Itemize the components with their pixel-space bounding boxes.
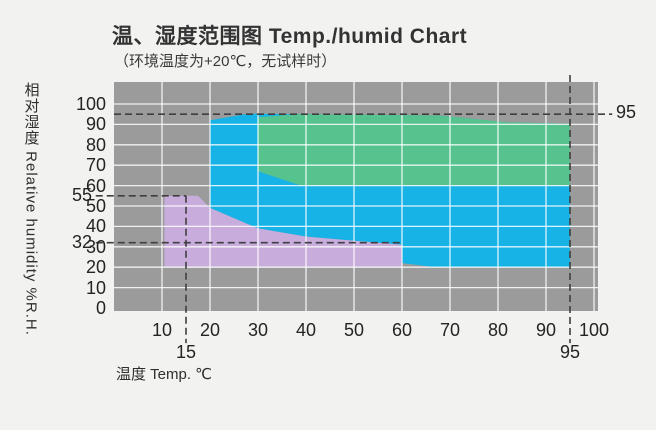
y-tick-label: 40 [85,216,106,237]
x-axis-title: 温度 Temp. ℃ [116,366,213,383]
ref-label-55-rh: 55 [71,184,92,205]
chart-title: 温、湿度范围图 Temp./humid Chart [112,25,468,48]
ref-label-95-temp: 95 [559,342,581,362]
y-tick-label: 0 [95,298,106,318]
y-tick-label: 50 [85,196,106,216]
y-tick-label: 30 [85,236,106,257]
ref-label-95-rh: 95 [616,102,637,123]
x-tick-label: 20 [199,320,221,340]
x-tick-label: 40 [295,320,317,340]
ref-label-32-rh: 32 [71,231,92,252]
x-tick-label: 50 [343,320,365,340]
x-tick-label: 30 [247,320,269,340]
region-high-humidity-range [258,114,570,186]
y-tick-label: 90 [85,114,106,135]
chart-subtitle: （环境温度为+20℃，无试样时） [114,53,337,70]
y-axis-title: 相对湿度 Relative humidity %R.H. [22,82,40,336]
region-low-humidity-range [164,195,402,268]
y-tick-label: 100 [75,94,106,114]
y-tick-label: 10 [85,277,106,298]
y-tick-label: 20 [85,257,106,278]
x-tick-label: 10 [151,320,173,340]
x-tick-label: 80 [487,320,509,340]
x-tick-label: 70 [439,320,461,340]
ref-label-15-temp: 15 [175,342,197,362]
y-tick-label: 80 [85,134,106,155]
y-tick-label: 60 [85,175,106,196]
x-tick-label: 90 [535,320,557,340]
y-tick-label: 70 [85,155,106,176]
x-tick-label: 100 [578,320,610,340]
x-tick-label: 60 [391,320,413,340]
